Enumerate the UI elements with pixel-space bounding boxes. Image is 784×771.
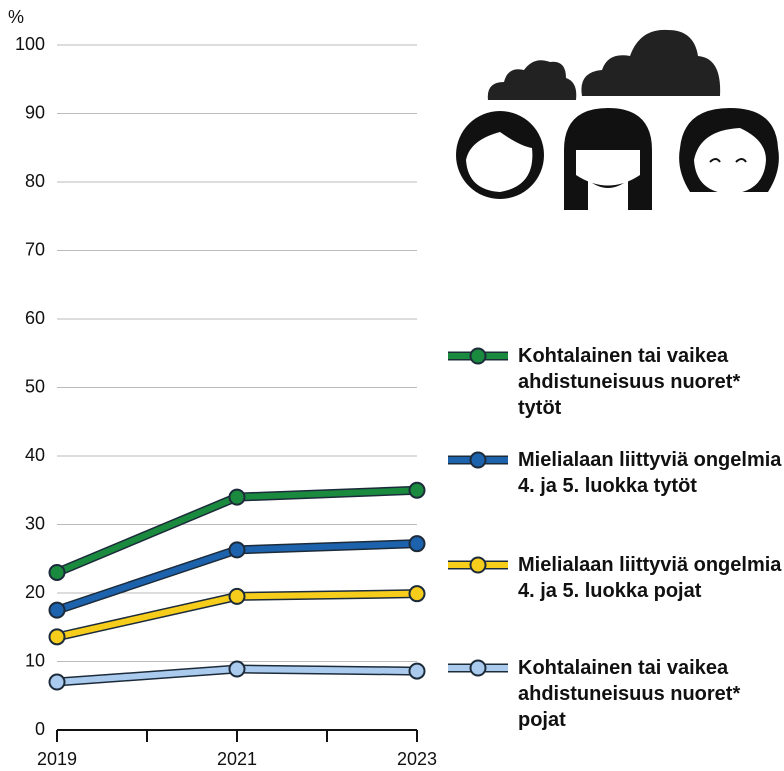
y-tick-label: 60 [25,308,45,328]
y-tick-label: 40 [25,445,45,465]
point [230,589,245,604]
y-tick-label: 0 [35,719,45,739]
y-tick-label: 30 [25,513,45,533]
point [410,483,425,498]
y-tick-label: 90 [25,102,45,122]
x-tick-label: 2019 [37,749,77,769]
legend-marker [471,558,486,573]
page: {"chart_data": {"type": "line", "y_label… [0,0,784,771]
point [50,629,65,644]
point [410,664,425,679]
point [50,603,65,618]
point [410,536,425,551]
point [230,490,245,505]
legend-marker [471,661,486,676]
y-tick-label: 80 [25,171,45,191]
point [410,586,425,601]
x-tick-label: 2023 [397,749,437,769]
point [50,565,65,580]
legend-marker [471,349,486,364]
legend-label: Kohtalainen tai vaikea ahdistuneisuus nu… [518,655,782,733]
legend-label: Mielialaan liittyviä ongelmia 4. ja 5. l… [518,447,782,499]
y-tick-label: 70 [25,239,45,259]
point [50,675,65,690]
point [230,662,245,677]
y-tick-label: 20 [25,582,45,602]
legend-marker [471,453,486,468]
legend-label: Kohtalainen tai vaikea ahdistuneisuus nu… [518,343,782,421]
x-tick-label: 2021 [217,749,257,769]
icons [456,30,779,210]
point [230,542,245,557]
y-tick-label: 100 [15,34,45,54]
y-axis-label: % [8,7,24,27]
y-tick-label: 50 [25,376,45,396]
y-tick-label: 10 [25,650,45,670]
legend-label: Mielialaan liittyviä ongelmia 4. ja 5. l… [518,552,782,604]
